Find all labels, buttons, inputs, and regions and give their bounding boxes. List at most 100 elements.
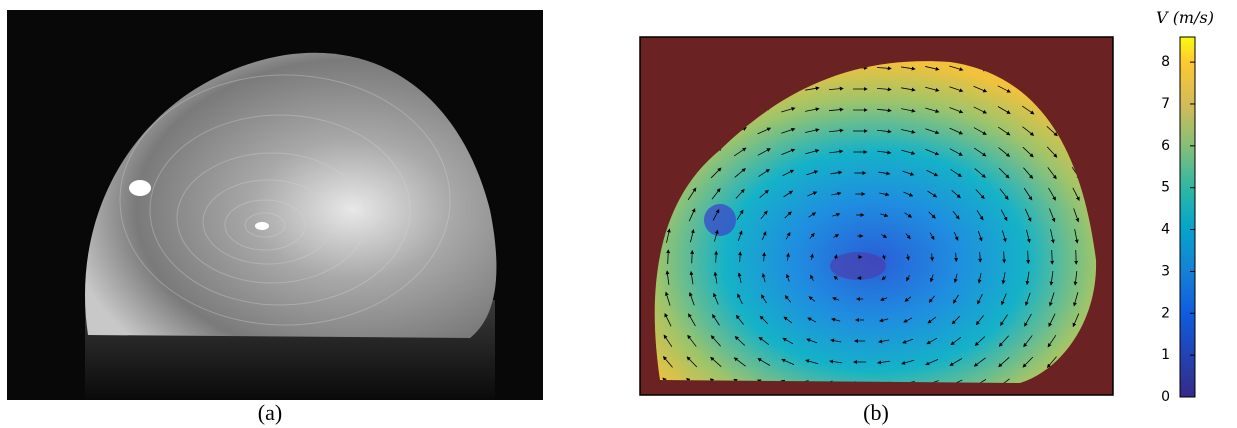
- arrow: [666, 228, 671, 243]
- arrow: [737, 293, 743, 304]
- arrow: [688, 313, 696, 327]
- photo: [7, 10, 543, 400]
- arrow: [688, 292, 695, 306]
- arrow: [808, 212, 817, 218]
- arrow: [950, 337, 962, 346]
- arrow: [928, 295, 935, 303]
- arrow: [1050, 249, 1055, 265]
- arrow: [926, 337, 938, 345]
- arrow: [998, 357, 1010, 368]
- arrow: [688, 208, 696, 222]
- arrow: [998, 335, 1009, 347]
- arrow: [805, 86, 820, 91]
- arrow: [906, 275, 910, 282]
- arrow: [687, 187, 697, 201]
- arrow: [806, 338, 818, 344]
- arrow: [1049, 271, 1054, 286]
- arrow: [710, 335, 721, 347]
- tick-label: 8: [1161, 54, 1170, 70]
- arrow: [1024, 292, 1031, 306]
- arrow: [686, 377, 698, 383]
- arrow: [1023, 335, 1033, 348]
- arrow: [829, 359, 843, 364]
- arrow: [1072, 313, 1080, 328]
- arrow: [929, 232, 935, 241]
- colorbar-label: V (m/s): [1156, 8, 1214, 27]
- arrow: [1048, 313, 1056, 328]
- arrow: [734, 168, 746, 178]
- arrow: [901, 108, 916, 113]
- arrow: [806, 170, 819, 176]
- arrow: [905, 254, 910, 261]
- arrow: [1046, 126, 1058, 137]
- arrow: [973, 147, 987, 157]
- arrow: [686, 356, 698, 368]
- arrow: [711, 188, 721, 200]
- arrow: [949, 127, 964, 135]
- arrow: [687, 334, 697, 347]
- arrow: [757, 358, 771, 366]
- arrow: [733, 378, 747, 383]
- panel-label: (a): [258, 400, 282, 425]
- arrow: [973, 357, 986, 367]
- arrow: [781, 358, 795, 366]
- arrow: [1024, 208, 1032, 222]
- arrow: [833, 254, 838, 260]
- arrow: [949, 86, 964, 93]
- arrow: [997, 106, 1011, 114]
- arrow: [949, 65, 964, 72]
- arrow: [974, 336, 986, 346]
- arrow: [949, 358, 963, 366]
- arrow: [928, 211, 936, 219]
- arrow: [690, 228, 695, 243]
- arrow: [951, 189, 961, 199]
- arrow: [977, 294, 983, 305]
- arrow: [1046, 356, 1057, 368]
- arrow: [1026, 229, 1031, 244]
- arrow: [903, 191, 914, 197]
- arrow: [879, 318, 889, 323]
- arrow: [709, 378, 722, 383]
- arrow: [805, 359, 819, 365]
- arrow: [951, 315, 961, 325]
- arrow: [666, 249, 671, 265]
- arrow: [735, 314, 744, 325]
- arrow: [876, 87, 892, 92]
- arrow: [664, 312, 672, 327]
- arrow: [734, 336, 746, 346]
- arrow: [1048, 292, 1055, 307]
- arrow: [1000, 314, 1008, 327]
- velocity-field: [639, 36, 1114, 396]
- arrow: [1022, 146, 1034, 158]
- arrow: [904, 212, 913, 218]
- tick-label: 4: [1161, 222, 1170, 238]
- arrow: [761, 294, 767, 304]
- arrow: [1021, 105, 1035, 115]
- arrow: [1022, 356, 1034, 368]
- arrow: [784, 211, 792, 219]
- arrow: [1049, 208, 1056, 223]
- arrow: [901, 129, 916, 134]
- arrow: [977, 273, 982, 284]
- arrow: [807, 191, 818, 197]
- arrow: [949, 107, 964, 114]
- arrow: [1072, 187, 1080, 201]
- arrow: [927, 190, 938, 198]
- arrow: [878, 339, 890, 344]
- arrow: [733, 147, 747, 157]
- arrow: [900, 380, 915, 383]
- arrow: [975, 189, 985, 200]
- arrow: [930, 253, 935, 262]
- arrow: [783, 190, 794, 198]
- arrow: [904, 296, 912, 302]
- arrow: [879, 192, 890, 197]
- arrow: [1000, 209, 1008, 222]
- arrow: [810, 274, 814, 281]
- arrow: [737, 230, 743, 241]
- arrow: [1047, 334, 1057, 348]
- arrow: [830, 338, 842, 343]
- arrow: [1073, 208, 1080, 223]
- tick-label: 1: [1161, 347, 1170, 363]
- arrow: [758, 336, 770, 345]
